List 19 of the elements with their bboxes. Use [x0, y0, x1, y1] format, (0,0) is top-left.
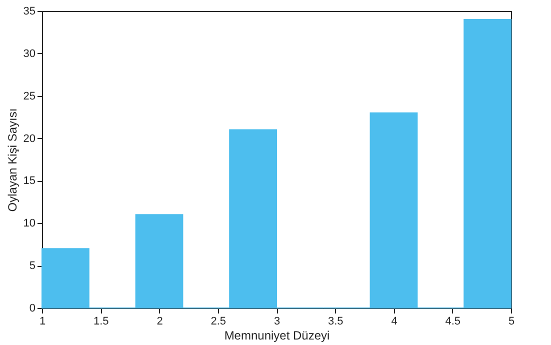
x-axis-title: Memnuniyet Düzeyi — [224, 328, 330, 342]
x-tick-label: 3.5 — [328, 316, 344, 328]
y-tick-label: 10 — [23, 218, 36, 230]
y-tick-label: 30 — [23, 48, 36, 60]
y-tick-label: 15 — [23, 175, 36, 188]
x-tick-label: 2 — [156, 316, 163, 328]
x-tick-label: 4.5 — [445, 316, 461, 328]
y-tick-label: 35 — [23, 6, 36, 18]
y-tick-label: 5 — [29, 260, 36, 272]
x-tick-label: 1.5 — [93, 316, 109, 328]
x-tick-label: 1 — [39, 316, 46, 328]
x-tick-label: 2.5 — [210, 316, 226, 328]
y-tick-label: 25 — [23, 90, 36, 102]
x-tick-label: 5 — [508, 316, 515, 328]
x-tick-label: 4 — [391, 316, 398, 328]
y-axis-title: Oylayan Kişi Sayısı — [5, 108, 20, 212]
x-tick-label: 3 — [274, 316, 280, 328]
y-tick-label: 0 — [29, 302, 36, 314]
y-tick-label: 20 — [23, 132, 36, 145]
